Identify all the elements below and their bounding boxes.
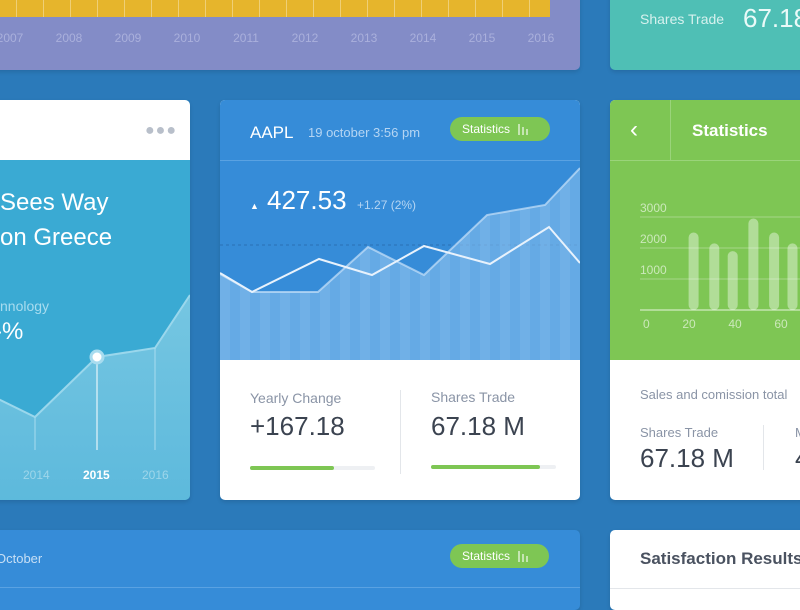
news-header: ●●● xyxy=(0,100,190,160)
satisfaction-title: Satisfaction Results xyxy=(640,549,800,568)
shares-trade-label: Shares Trade xyxy=(431,389,516,405)
bar xyxy=(769,232,780,310)
next-label: M xyxy=(795,425,800,440)
x-label-2015[interactable]: 2015 xyxy=(83,468,110,482)
selected-point[interactable] xyxy=(89,349,105,365)
statistics-bar-chart: 3000 2000 1000 0 20 40 60 xyxy=(640,201,800,331)
bar xyxy=(787,243,798,310)
x-tick-label: 0 xyxy=(643,317,650,331)
aapl-card: AAPL 19 october 3:56 pm Statistics ▲ 427… xyxy=(220,100,580,500)
shares-trade-value: 67.18 M xyxy=(431,411,525,441)
divider xyxy=(220,160,580,161)
news-area-chart xyxy=(0,294,190,500)
shares-trade-value: 67.18 xyxy=(743,3,800,33)
y-tick-label: 2000 xyxy=(640,232,667,246)
divider xyxy=(763,425,764,470)
bar xyxy=(727,251,738,310)
chevron-left-icon[interactable]: ‹ xyxy=(630,116,638,143)
aapl-compare-line xyxy=(220,225,580,294)
divider xyxy=(0,587,580,588)
year-label: 2011 xyxy=(233,31,259,45)
bar-chart-icon xyxy=(518,550,529,562)
year-label: 2010 xyxy=(173,31,201,45)
bar xyxy=(709,243,720,310)
aapl-chart-panel: AAPL 19 october 3:56 pm Statistics ▲ 427… xyxy=(220,100,580,360)
news-area xyxy=(0,295,190,500)
price: 427.53 xyxy=(267,185,347,215)
date: October xyxy=(0,551,43,566)
bottom-card: October Statistics xyxy=(0,530,580,610)
statistics-button-label: Statistics xyxy=(462,122,511,136)
shares-trade-label: Shares Trade xyxy=(640,425,719,440)
divider xyxy=(610,160,800,161)
aapl-chart xyxy=(220,167,580,360)
more-dots-icon[interactable]: ●●● xyxy=(145,122,177,139)
statistics-title: Statistics xyxy=(692,121,768,140)
year-label: 2008 xyxy=(55,31,83,45)
year-label: 2014 xyxy=(409,31,437,45)
ticker: AAPL xyxy=(250,123,294,142)
x-tick-label: 20 xyxy=(682,317,696,331)
x-tick-label: 40 xyxy=(728,317,742,331)
yearly-change-label: Yearly Change xyxy=(250,390,342,406)
shares-trade-label: Shares Trade xyxy=(640,11,725,27)
bar xyxy=(748,218,759,310)
x-tick-label: 60 xyxy=(774,317,788,331)
year-label: 2007 xyxy=(0,31,24,45)
subtitle: Sales and comission total xyxy=(640,387,788,402)
news-value: -% xyxy=(0,318,24,345)
year-label: 2013 xyxy=(350,31,378,45)
year-label: 2015 xyxy=(468,31,496,45)
divider xyxy=(400,390,401,474)
price-change: +1.27 (2%) xyxy=(357,198,417,212)
statistics-button-label: Statistics xyxy=(462,549,511,563)
statistics-button[interactable]: Statistics xyxy=(450,117,550,141)
y-tick-label: 3000 xyxy=(640,201,667,215)
satisfaction-card: Satisfaction Results xyxy=(610,530,800,610)
datetime: 19 october 3:56 pm xyxy=(308,125,421,140)
x-label-2016: 2016 xyxy=(142,468,169,482)
yearly-chart-card: 2007 2008 2009 2010 2011 2012 2013 2014 2015 2016 xyxy=(0,0,580,70)
shares-trade-progress xyxy=(431,465,556,469)
news-title-line2: on Greece xyxy=(0,224,113,251)
yearly-change-progress xyxy=(250,466,375,470)
statistics-button[interactable]: Statistics xyxy=(450,544,549,568)
yearly-bar-area xyxy=(0,0,550,17)
shares-trade-card: Shares Trade 67.18 xyxy=(610,0,800,70)
next-value: 4 xyxy=(795,443,800,474)
news-category: nnology xyxy=(0,298,50,314)
yearly-change-value: +167.18 xyxy=(250,411,345,441)
x-label-2014: 2014 xyxy=(23,468,50,482)
divider xyxy=(610,588,800,589)
news-card: ●●● Sees Way on Greece nnology -% 2014 2… xyxy=(0,100,190,500)
year-label: 2012 xyxy=(291,31,319,45)
shares-trade-value: 67.18 M xyxy=(640,443,734,473)
bar-chart-icon xyxy=(518,123,529,135)
divider xyxy=(670,100,671,160)
triangle-up-icon: ▲ xyxy=(250,201,259,211)
statistics-card: ‹ Statistics 3000 2000 1000 0 20 40 60 Sales a… xyxy=(610,100,800,500)
statistics-panel: ‹ Statistics 3000 2000 1000 0 20 40 60 xyxy=(610,100,800,360)
bar xyxy=(688,232,699,310)
news-title-line1: Sees Way xyxy=(0,189,109,216)
year-label: 2009 xyxy=(114,31,142,45)
year-label: 2016 xyxy=(527,31,555,45)
y-tick-label: 1000 xyxy=(640,263,667,277)
